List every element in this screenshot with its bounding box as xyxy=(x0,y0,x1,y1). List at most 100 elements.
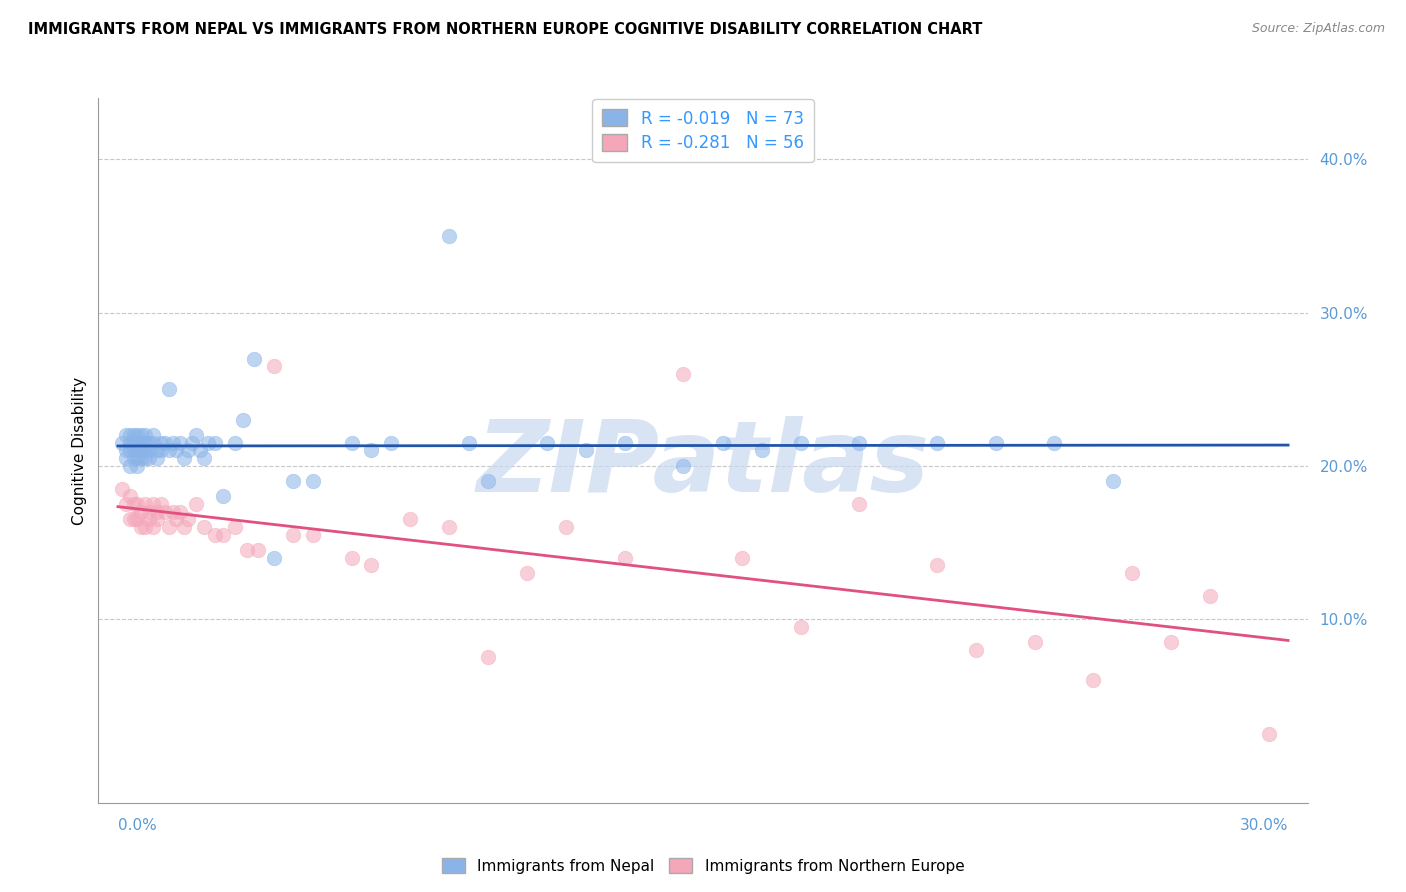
Point xyxy=(555,520,578,534)
Point xyxy=(127,443,149,458)
Point xyxy=(142,428,165,442)
Point xyxy=(614,550,637,565)
Point xyxy=(1121,566,1143,580)
Point xyxy=(114,497,136,511)
Point xyxy=(232,413,254,427)
Point xyxy=(134,520,156,534)
Point xyxy=(162,505,184,519)
Point xyxy=(925,558,948,573)
Point xyxy=(193,451,215,466)
Point xyxy=(131,435,153,450)
Point xyxy=(184,497,207,511)
Point xyxy=(1257,727,1279,741)
Point xyxy=(122,435,145,450)
Point xyxy=(177,512,200,526)
Point xyxy=(131,428,153,442)
Point xyxy=(516,566,538,580)
Point xyxy=(118,428,141,442)
Point xyxy=(789,435,811,450)
Point xyxy=(477,474,499,488)
Point xyxy=(131,505,153,519)
Point xyxy=(138,451,160,466)
Point xyxy=(127,451,149,466)
Point xyxy=(984,435,1007,450)
Point xyxy=(283,527,305,541)
Point xyxy=(149,497,172,511)
Point xyxy=(165,443,187,458)
Point xyxy=(134,435,156,450)
Point xyxy=(146,512,169,526)
Point xyxy=(157,382,180,396)
Point xyxy=(138,443,160,458)
Point xyxy=(173,451,195,466)
Point xyxy=(134,428,156,442)
Point xyxy=(127,428,149,442)
Point xyxy=(157,443,180,458)
Point xyxy=(181,435,204,450)
Point xyxy=(134,443,156,458)
Point xyxy=(848,435,870,450)
Point xyxy=(965,642,987,657)
Point xyxy=(536,435,558,450)
Point xyxy=(165,512,187,526)
Point xyxy=(197,435,219,450)
Point xyxy=(142,520,165,534)
Text: Source: ZipAtlas.com: Source: ZipAtlas.com xyxy=(1251,22,1385,36)
Point xyxy=(247,543,270,558)
Point xyxy=(283,474,305,488)
Point xyxy=(173,520,195,534)
Point xyxy=(302,527,325,541)
Point xyxy=(131,443,153,458)
Point xyxy=(1199,589,1222,603)
Point xyxy=(149,443,172,458)
Point xyxy=(1081,673,1104,688)
Point xyxy=(127,458,149,473)
Point xyxy=(263,359,285,374)
Point xyxy=(146,505,169,519)
Point xyxy=(243,351,266,366)
Point xyxy=(122,451,145,466)
Point xyxy=(458,435,481,450)
Point xyxy=(138,505,160,519)
Point xyxy=(142,435,165,450)
Point xyxy=(177,443,200,458)
Point xyxy=(134,451,156,466)
Point xyxy=(138,512,160,526)
Point xyxy=(153,435,176,450)
Point xyxy=(340,550,363,565)
Point xyxy=(263,550,285,565)
Point xyxy=(127,512,149,526)
Point xyxy=(153,505,176,519)
Point xyxy=(212,527,235,541)
Point xyxy=(731,550,754,565)
Point xyxy=(235,543,257,558)
Point xyxy=(399,512,422,526)
Point xyxy=(157,520,180,534)
Point xyxy=(340,435,363,450)
Point xyxy=(193,520,215,534)
Point xyxy=(711,435,734,450)
Point xyxy=(925,435,948,450)
Text: ZIPatlas: ZIPatlas xyxy=(477,416,929,513)
Point xyxy=(149,435,172,450)
Point xyxy=(169,435,191,450)
Point xyxy=(134,497,156,511)
Point xyxy=(575,443,598,458)
Point xyxy=(380,435,402,450)
Point xyxy=(127,435,149,450)
Point xyxy=(114,428,136,442)
Point xyxy=(118,435,141,450)
Point xyxy=(751,443,773,458)
Point xyxy=(614,435,637,450)
Point xyxy=(188,443,211,458)
Point xyxy=(1043,435,1066,450)
Point xyxy=(142,497,165,511)
Legend: Immigrants from Nepal, Immigrants from Northern Europe: Immigrants from Nepal, Immigrants from N… xyxy=(436,852,970,880)
Point xyxy=(672,458,695,473)
Point xyxy=(122,497,145,511)
Point xyxy=(439,520,461,534)
Point xyxy=(118,490,141,504)
Point xyxy=(138,435,160,450)
Point xyxy=(118,443,141,458)
Point xyxy=(122,512,145,526)
